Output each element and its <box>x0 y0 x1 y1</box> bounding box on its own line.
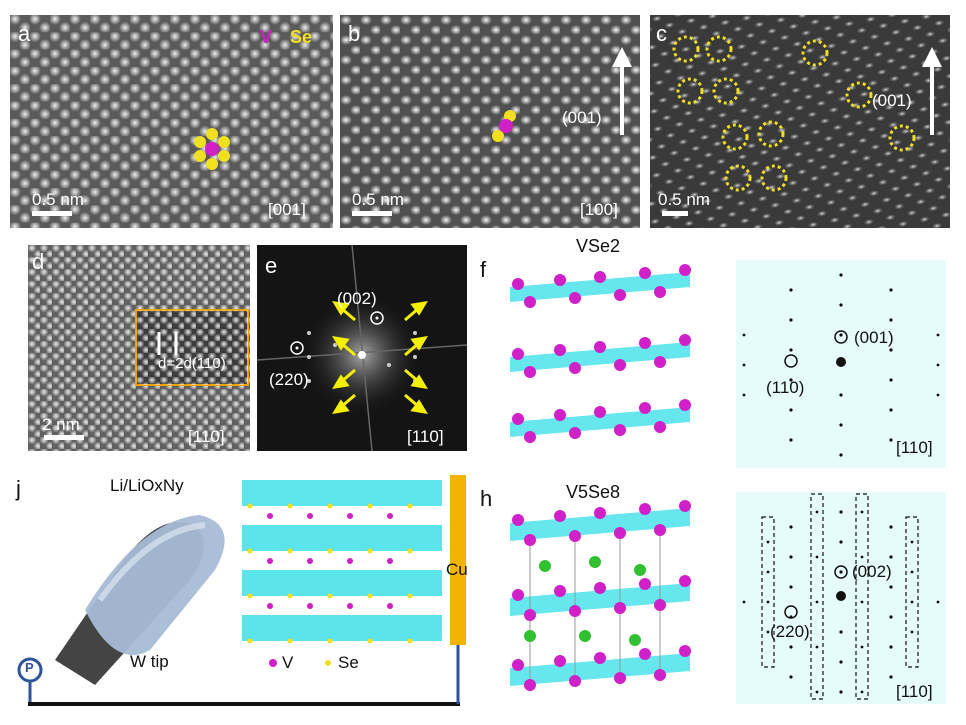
panel-f: f VSe2 <box>470 232 720 462</box>
inset-d <box>135 309 249 386</box>
zone-axis: [110] <box>896 682 933 701</box>
spot-label-002: (002) <box>337 289 377 308</box>
arrow-icon <box>612 47 632 67</box>
panel-label: d <box>32 249 45 274</box>
zone-axis: [110] <box>188 427 225 446</box>
zone-axis: [110] <box>407 427 444 446</box>
v5se8-layers <box>242 480 442 641</box>
li-source-label: Li/LiOxNy <box>110 476 184 495</box>
panel-label: b <box>348 21 361 46</box>
scale-label: 2 nm <box>42 415 80 434</box>
scale-bar-a <box>32 211 72 216</box>
hrtem-image-d <box>28 245 250 451</box>
panel-label: e <box>265 253 278 278</box>
zone-axis: [100] <box>580 200 618 219</box>
structure-overlay-b <box>492 110 516 142</box>
w-tip <box>55 515 225 685</box>
spot-label-002: (002) <box>852 562 892 581</box>
inset-label: d=2d(110) <box>158 355 226 372</box>
panel-label: c <box>656 21 667 46</box>
zone-axis: [110] <box>896 438 933 457</box>
arrow-icons <box>332 300 428 415</box>
spot-label-220: (220) <box>770 622 810 641</box>
spot-label-001: (001) <box>854 328 894 347</box>
probe-label: P <box>25 660 34 675</box>
spot-label-220: (220) <box>269 370 309 389</box>
defect-circles <box>672 35 916 192</box>
in-situ-setup <box>17 475 466 706</box>
vse2-structure <box>510 264 691 443</box>
layer <box>510 272 690 302</box>
legend-v: V <box>260 27 273 47</box>
panel-label: h <box>480 486 493 511</box>
panel-label: j <box>16 476 21 501</box>
hrtem-image-a <box>10 15 333 228</box>
scale-label: 0.5 nm <box>32 190 84 209</box>
cu-label: Cu <box>446 560 468 579</box>
hrtem-image-b <box>340 15 640 228</box>
fft-pattern-e <box>257 245 467 451</box>
panel-d: d d=2d(110) 2 nm [110] <box>28 245 250 451</box>
legend-se: Se <box>290 27 313 47</box>
diffraction-sim-g <box>742 273 940 457</box>
w-tip-label: W tip <box>130 652 169 671</box>
superlattice-boxes <box>761 493 919 700</box>
panel-h: h V5Se8 <box>470 478 720 723</box>
panel-b: b (001) 0.5 nm [100] <box>340 15 640 228</box>
direction-label: (001) <box>872 91 912 110</box>
panel-label: a <box>18 21 31 46</box>
panel-e: e (002) (220) [110] <box>257 245 467 451</box>
filtered-image-c <box>650 15 950 228</box>
diffraction-sim-i <box>742 493 940 700</box>
panel-j: j Li/LiOxNy W tip Cu P V Se <box>10 470 470 720</box>
structure-title: V5Se8 <box>566 482 621 502</box>
legend-v: V <box>282 653 294 672</box>
panel-g: g (001) (110) [110] <box>736 260 946 468</box>
structure-overlay-a <box>194 128 230 170</box>
legend-se: Se <box>338 653 359 672</box>
scale-label: 0.5 nm <box>352 190 404 209</box>
zone-axis: [001] <box>268 200 306 219</box>
direction-label: (001) <box>562 108 602 127</box>
panel-i: i (002) (220) [110] <box>736 492 946 704</box>
structure-title: VSe2 <box>576 236 621 256</box>
panel-label: f <box>480 257 487 282</box>
cu-electrode <box>450 475 466 645</box>
panel-c: c (001) 0.5 nm <box>650 15 950 228</box>
panel-a: a V Se 0.5 nm [001] <box>10 15 333 228</box>
v5se8-structure <box>510 500 691 691</box>
spot-label-110: (110) <box>766 378 805 397</box>
arrow-icon <box>922 47 942 67</box>
scale-label: 0.5 nm <box>658 190 710 209</box>
